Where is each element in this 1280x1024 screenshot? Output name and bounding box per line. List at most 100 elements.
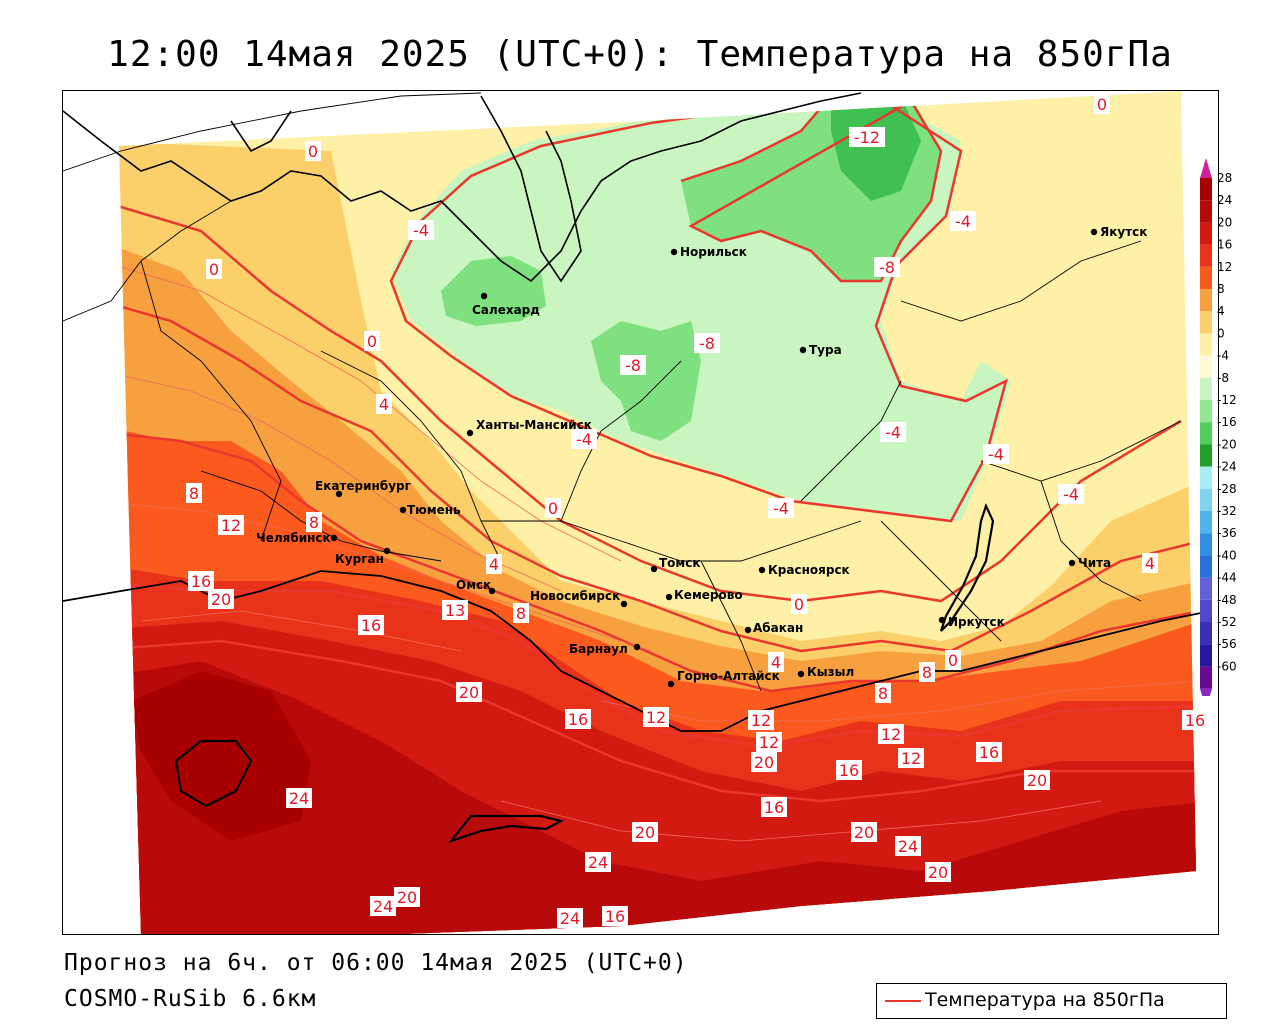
isotherm-label-bg [748, 710, 774, 730]
colorbar-swatch [1200, 244, 1212, 267]
isotherm-value-label: 16 [361, 616, 381, 635]
city-label: Томск [659, 556, 701, 570]
city-label: Курган [335, 552, 384, 566]
isotherm-label-bg [306, 512, 322, 532]
isotherm-value-label: 8 [922, 663, 932, 682]
legend-line-swatch [885, 1000, 921, 1002]
city-marker [758, 566, 766, 574]
isotherm-label-bg [218, 515, 244, 535]
city-label: Омск [456, 578, 491, 592]
colorbar-label: 0 [1217, 326, 1225, 340]
city-label: Тюмень [407, 503, 461, 517]
isotherm-value-label: 0 [1097, 95, 1107, 114]
city-label: Красноярск [768, 563, 850, 577]
isotherm-value-label: 20 [397, 888, 417, 907]
isotherm-value-label: -12 [854, 128, 880, 147]
colorbar-swatch [1200, 444, 1212, 467]
colorbar-bottom-arrow [1200, 688, 1212, 696]
city-label: Якутск [1100, 225, 1147, 239]
colorbar-swatch [1200, 533, 1212, 556]
isotherm-label-bg [875, 683, 891, 703]
isotherm-label-bg [878, 724, 904, 744]
city-label: Новосибирск [530, 589, 620, 603]
colorbar-swatch [1200, 622, 1212, 645]
isotherm-label-bg [620, 355, 646, 375]
isotherm-value-label: 24 [289, 789, 309, 808]
city-marker [650, 565, 658, 573]
isotherm-value-label: 4 [771, 653, 781, 672]
city-label: Барнаул [569, 642, 628, 656]
isotherm-label-bg [1182, 710, 1208, 730]
city-marker [488, 587, 496, 595]
isotherm-value-label: 20 [754, 753, 774, 772]
colorbar: 28 24 20 16 12 8 4 0 -4 -8 -12 -16 -20 -24 -28 -32 -36 -4… [1200, 158, 1237, 696]
isotherm-label-bg [761, 797, 787, 817]
colorbar-label: -60 [1217, 659, 1237, 673]
city-marker [330, 534, 338, 542]
isotherm-value-label: 12 [646, 708, 666, 727]
isotherm-label-bg [694, 333, 720, 353]
isotherm-value-label: 20 [928, 863, 948, 882]
isotherm-label-bg [950, 211, 976, 231]
colorbar-label: -52 [1217, 615, 1237, 629]
colorbar-label: -12 [1217, 393, 1237, 407]
isotherm-value-label: 20 [459, 683, 479, 702]
aral-sea [174, 739, 253, 808]
isotherm-value-label: -8 [699, 334, 715, 353]
map-panel: Салехард Норильск Якутск Тура Ханты-Мансийск… [62, 90, 1219, 935]
isotherm-0 [119, 199, 1182, 603]
colorbar-swatch [1200, 666, 1212, 689]
isotherm-value-label: 8 [189, 484, 199, 503]
isotherm-label-bg [286, 788, 312, 808]
isotherm-label-bg [1024, 770, 1050, 790]
legend-label: Температура на 850гПа [925, 989, 1165, 1011]
isotherm-value-label: 0 [548, 499, 558, 518]
model-text: COSMO-RuSib 6.6км [64, 986, 317, 1012]
isotherm-label-bg [186, 483, 202, 503]
isotherm-8 [119, 429, 1196, 693]
isotherm-value-label: 20 [211, 590, 231, 609]
field-warm-28 [131, 671, 311, 841]
colorbar-swatch [1200, 222, 1212, 245]
city-marker [335, 490, 343, 498]
colorbar-label: -44 [1217, 571, 1237, 585]
isotherm-label-bg [1094, 94, 1110, 114]
isotherm-value-label: 16 [605, 907, 625, 926]
isotherm-value-label: 24 [373, 897, 393, 916]
isotherm-value-label: -4 [1063, 485, 1079, 504]
city-marker [797, 670, 805, 678]
colorbar-swatch [1200, 200, 1212, 223]
isotherm-minus4 [389, 97, 1008, 523]
isotherm-label-bg [1142, 553, 1158, 573]
city-marker [399, 506, 407, 514]
city-label: Чита [1078, 556, 1111, 570]
colorbar-label: -16 [1217, 415, 1237, 429]
colorbar-label: -4 [1217, 349, 1229, 363]
city-label: Горно-Алтайск [677, 669, 780, 683]
city-label: Ханты-Мансийск [476, 418, 592, 432]
isotherm-label-bg [836, 760, 862, 780]
colorbar-swatch [1200, 289, 1212, 312]
temperature-fill-layer [119, 91, 1196, 934]
colorbar-swatch [1200, 577, 1212, 600]
city-marker [620, 600, 628, 608]
city-marker [744, 626, 752, 634]
isotherm-value-label: -8 [625, 356, 641, 375]
isotherm-value-label: -8 [879, 258, 895, 277]
colorbar-swatch [1200, 488, 1212, 511]
isotherm-value-label: 8 [878, 684, 888, 703]
isotherm-value-label: 20 [635, 823, 655, 842]
isotherm-value-label: 24 [588, 853, 608, 872]
isotherm-label-bg [602, 906, 628, 926]
colorbar-label: -8 [1217, 371, 1229, 385]
city-label: Тура [809, 343, 842, 357]
isotherm-value-label: 12 [221, 516, 241, 535]
isotherm-label-bg [756, 732, 782, 752]
isotherm-value-label: 0 [367, 332, 377, 351]
isotherm-label-bg [898, 748, 924, 768]
isotherm-value-label: 0 [948, 651, 958, 670]
isotherm-value-label: -4 [773, 499, 789, 518]
city-label: Кызыл [807, 665, 854, 679]
colorbar-swatch [1200, 422, 1212, 445]
colorbar-label: 24 [1217, 193, 1232, 207]
